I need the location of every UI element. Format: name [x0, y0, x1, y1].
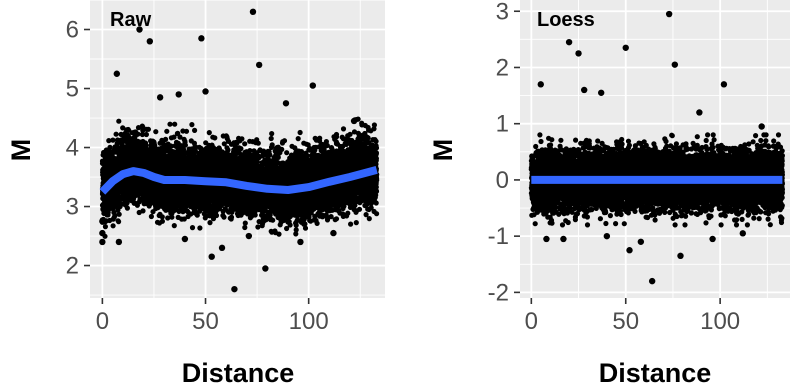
outlier-point [575, 50, 582, 57]
y-tick-label: 2 [496, 54, 509, 81]
outlier-point [597, 89, 605, 96]
outlier-point [580, 86, 588, 94]
outlier-point [309, 82, 316, 89]
panel-title: Loess [537, 9, 595, 31]
outlier-point [297, 238, 304, 246]
point-cloud [99, 8, 380, 293]
y-tick-label: 4 [66, 135, 79, 162]
outlier-point [709, 235, 716, 243]
outlier-point [648, 277, 656, 285]
outlier-point [677, 252, 684, 260]
outlier-point [245, 232, 253, 240]
y-tick-label: 0 [496, 167, 509, 194]
outlier-point [175, 91, 182, 98]
x-tick-label: 50 [612, 308, 639, 335]
x-tick-label: 0 [525, 308, 538, 335]
outlier-point [622, 44, 629, 51]
y-tick-label: 2 [66, 253, 79, 280]
x-tick-label: 0 [96, 308, 109, 335]
outlier-point [249, 8, 257, 16]
outlier-point [218, 244, 226, 252]
y-tick-label: 3 [66, 194, 79, 221]
outlier-point [282, 100, 290, 107]
outlier-point [99, 218, 106, 225]
y-tick-label: 1 [496, 111, 509, 138]
outlier-point [603, 232, 611, 240]
outlier-point [136, 26, 143, 33]
outlier-point [156, 94, 164, 101]
outlier-point [720, 81, 728, 88]
y-tick-label: 3 [496, 0, 509, 25]
outlier-point [231, 285, 238, 293]
smooth-line [99, 166, 378, 195]
x-axis-title: Distance [599, 358, 712, 388]
outlier-point [202, 88, 209, 95]
dense-points [99, 116, 380, 239]
y-tick-label: -1 [488, 223, 509, 250]
outlier-point [543, 235, 550, 243]
y-axis-title: M [6, 139, 36, 162]
outlier-point [758, 123, 765, 130]
x-tick-label: 100 [289, 308, 329, 335]
outlier-point [350, 117, 358, 125]
outlier-point [208, 253, 215, 260]
outlier-point [565, 38, 573, 46]
panel-loess: Loess -2 -1 0 1 2 3 0 50 100 Distance M [428, 0, 790, 388]
outlier-point [560, 235, 567, 243]
outlier-point [115, 238, 123, 246]
x-tick-label: 100 [700, 308, 740, 335]
y-axis-title: M [428, 139, 458, 162]
outlier-point [262, 265, 269, 272]
outlier-point [113, 70, 121, 77]
y-tick-label: 6 [66, 17, 79, 44]
outlier-point [739, 230, 746, 237]
outlier-point [537, 81, 544, 88]
outlier-point [181, 235, 189, 243]
y-tick-label: 5 [66, 76, 79, 103]
outlier-point [696, 109, 703, 116]
outlier-point [665, 10, 673, 18]
panel-title: Raw [110, 9, 152, 31]
outlier-point [626, 247, 633, 254]
outlier-point [99, 229, 106, 237]
outlier-point [637, 238, 645, 245]
outlier-point [671, 61, 679, 68]
panel-raw: Raw 2 3 4 5 6 0 50 100 Distance M [6, 0, 385, 388]
outlier-point [99, 238, 106, 246]
y-tick-label: -2 [488, 279, 509, 306]
x-tick-label: 50 [192, 308, 219, 335]
outlier-point [198, 35, 205, 42]
outlier-point [146, 38, 154, 45]
x-axis-title: Distance [182, 358, 295, 388]
outlier-point [255, 61, 263, 69]
outlier-point [330, 229, 337, 237]
